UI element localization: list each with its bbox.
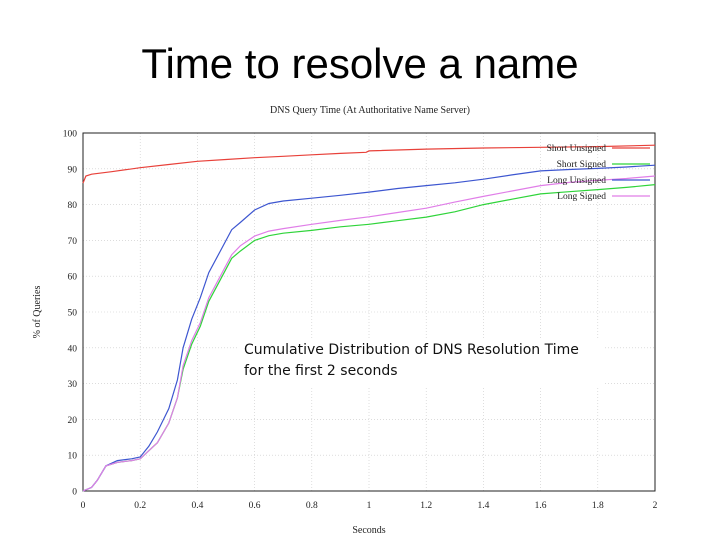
x-tick-label: 1.8 xyxy=(592,501,604,511)
x-tick-label: 0.2 xyxy=(134,501,146,511)
plot-frame xyxy=(82,132,656,492)
series-lines xyxy=(82,144,656,492)
x-tick-label: 0.8 xyxy=(306,501,318,511)
y-tick-label: 80 xyxy=(68,201,78,211)
series-line-long-unsigned xyxy=(82,164,656,492)
x-tick-label: 1.4 xyxy=(477,501,489,511)
axis-ticks: 0 10 20 30 40 50 60 70 80 90 100 0 0.2 0.4 0.6 0.8 1 1.2 1… xyxy=(63,130,658,512)
chart-grid xyxy=(83,133,655,491)
x-axis-label: Seconds xyxy=(352,525,385,536)
chart-title: DNS Query Time (At Authoritative Name Se… xyxy=(270,105,470,116)
y-tick-label: 50 xyxy=(68,309,78,319)
y-tick-label: 0 xyxy=(72,488,77,498)
legend-label-short-signed: Short Signed xyxy=(557,160,607,170)
x-tick-label: 1.2 xyxy=(420,501,432,511)
x-tick-label: 2 xyxy=(653,501,658,511)
legend-label-short-unsigned: Short Unsigned xyxy=(547,144,607,154)
x-tick-label: 0 xyxy=(81,501,86,511)
y-tick-label: 100 xyxy=(63,130,78,140)
y-tick-label: 10 xyxy=(68,452,78,462)
legend-label-long-unsigned: Long Unsigned xyxy=(547,176,606,186)
y-axis-label: % of Queries xyxy=(32,286,43,339)
series-line-short-unsigned xyxy=(82,144,656,184)
slide-title: Time to resolve a name xyxy=(141,40,579,87)
legend-label-long-signed: Long Signed xyxy=(557,192,606,202)
y-tick-label: 30 xyxy=(68,380,78,390)
series-line-long-signed xyxy=(82,175,656,492)
y-tick-label: 90 xyxy=(68,165,78,175)
y-tick-label: 60 xyxy=(68,273,78,283)
caption-line-1: Cumulative Distribution of DNS Resolutio… xyxy=(244,342,579,358)
chart-legend: Short Unsigned Short Signed Long Unsigned L… xyxy=(547,144,650,202)
caption-line-2: for the first 2 seconds xyxy=(244,363,398,379)
caption-box: Cumulative Distribution of DNS Resolutio… xyxy=(238,338,604,388)
x-tick-label: 0.4 xyxy=(191,501,203,511)
x-tick-label: 1.6 xyxy=(535,501,547,511)
x-tick-label: 1 xyxy=(367,501,372,511)
y-tick-label: 20 xyxy=(68,416,78,426)
y-tick-label: 40 xyxy=(68,344,78,354)
y-tick-label: 70 xyxy=(68,237,78,247)
x-tick-label: 0.6 xyxy=(249,501,261,511)
